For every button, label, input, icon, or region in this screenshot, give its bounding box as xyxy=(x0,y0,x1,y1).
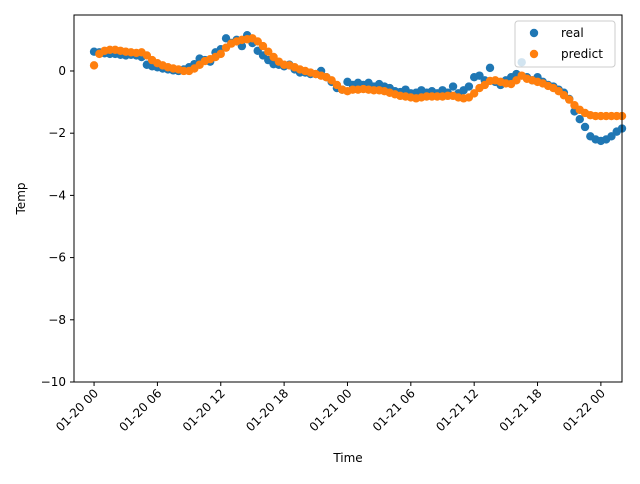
legend: real predict xyxy=(514,20,616,68)
x-tick-label: 01-22 00 xyxy=(560,386,608,434)
real-point xyxy=(464,82,474,91)
predict-point xyxy=(258,41,268,51)
x-tick-label: 01-21 00 xyxy=(307,386,355,434)
y-tick-label: −6 xyxy=(48,251,66,265)
x-tick-label: 01-20 06 xyxy=(116,386,164,434)
y-tick-label: −10 xyxy=(41,375,66,389)
real-point xyxy=(580,122,590,132)
chart-marks xyxy=(89,31,627,146)
y-tick-label: −8 xyxy=(48,313,66,327)
legend-box xyxy=(514,20,616,68)
predict-point xyxy=(89,61,99,70)
legend-marker-real xyxy=(529,28,539,38)
y-axis-label: Temp xyxy=(14,183,28,216)
x-tick-label: 01-21 12 xyxy=(433,386,481,434)
legend-label-predict: predict xyxy=(561,47,603,61)
predict-point xyxy=(264,47,273,56)
x-tick-label: 01-21 06 xyxy=(370,386,418,434)
y-tick-label: −2 xyxy=(48,126,66,140)
x-tick-label: 01-20 18 xyxy=(243,386,291,434)
legend-marker-predict xyxy=(529,49,539,59)
x-tick-label: 01-20 00 xyxy=(53,386,101,434)
y-axis: 0 −2 −4 −6 −8 −10 xyxy=(41,64,74,389)
real-point xyxy=(575,114,584,124)
y-tick-label: 0 xyxy=(58,64,66,78)
legend-label-real: real xyxy=(561,26,584,40)
real-point xyxy=(448,82,458,91)
predict-point xyxy=(469,89,479,98)
x-tick-label: 01-21 18 xyxy=(497,386,545,434)
predict-point xyxy=(565,95,574,104)
x-axis: 01-20 00 01-20 06 01-20 12 01-20 18 01-21 00… xyxy=(53,382,608,434)
predict-point xyxy=(216,49,225,59)
x-axis-label: Time xyxy=(332,451,362,465)
y-tick-label: −4 xyxy=(48,188,66,202)
plot-frame xyxy=(73,14,623,383)
real-point xyxy=(485,63,495,73)
series-predict xyxy=(89,34,627,121)
x-tick-label: 01-20 12 xyxy=(180,386,228,434)
